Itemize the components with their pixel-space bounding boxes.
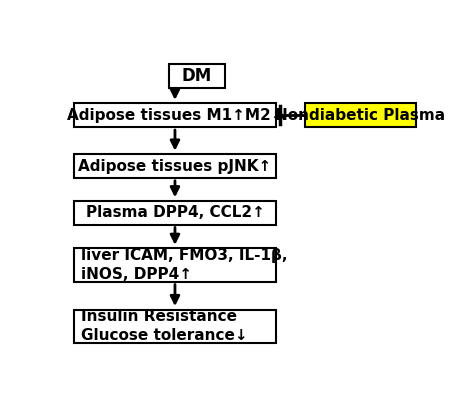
Text: Insulin Resistance
Glucose tolerance↓: Insulin Resistance Glucose tolerance↓ (81, 309, 247, 343)
FancyBboxPatch shape (74, 103, 276, 127)
Text: Plasma DPP4, CCL2↑: Plasma DPP4, CCL2↑ (85, 205, 264, 220)
FancyBboxPatch shape (74, 201, 276, 225)
Text: Adipose tissues pJNK↑: Adipose tissues pJNK↑ (78, 159, 272, 173)
Text: liver ICAM, FMO3, IL-1β,
iNOS, DPP4↑: liver ICAM, FMO3, IL-1β, iNOS, DPP4↑ (81, 248, 287, 282)
FancyBboxPatch shape (169, 64, 225, 87)
FancyBboxPatch shape (305, 103, 416, 127)
Text: DM: DM (182, 67, 212, 84)
Text: Adipose tissues M1↑M2↓: Adipose tissues M1↑M2↓ (67, 108, 283, 123)
Text: Nondiabetic Plasma: Nondiabetic Plasma (275, 108, 446, 123)
FancyBboxPatch shape (74, 154, 276, 178)
FancyBboxPatch shape (74, 248, 276, 282)
FancyBboxPatch shape (74, 309, 276, 343)
